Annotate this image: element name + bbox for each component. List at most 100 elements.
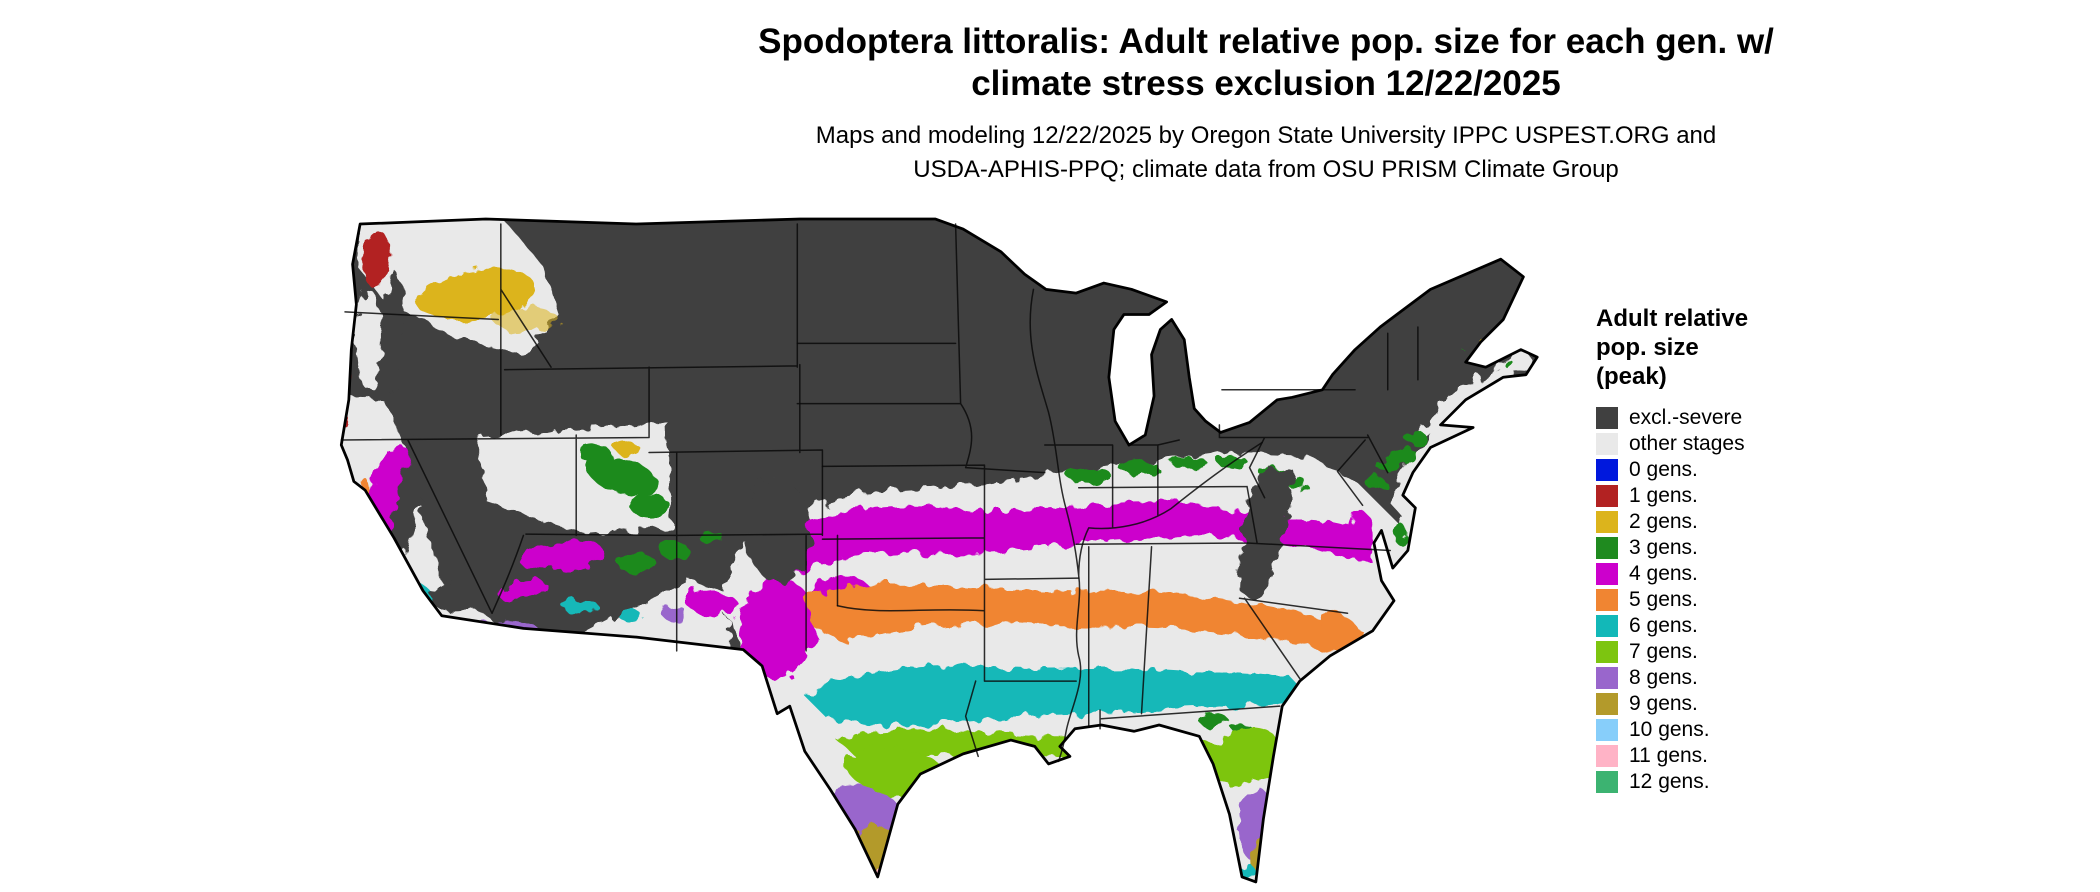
legend-item: 12 gens. bbox=[1596, 769, 1856, 794]
zone-6gens bbox=[802, 664, 1310, 725]
legend-item-label: excl.-severe bbox=[1629, 405, 1743, 429]
excluded-sierra bbox=[387, 433, 428, 568]
legend-item: other stages bbox=[1596, 431, 1856, 456]
legend-swatch bbox=[1596, 666, 1618, 689]
state-borders bbox=[340, 223, 1419, 763]
legend-item-label: 4 gens. bbox=[1629, 561, 1698, 585]
zone-3gens bbox=[1118, 460, 1160, 476]
us-generations-map bbox=[335, 214, 1541, 892]
zone-3gens bbox=[628, 493, 670, 517]
legend-swatch bbox=[1596, 458, 1618, 481]
legend-item-label: 3 gens. bbox=[1629, 535, 1698, 559]
legend-item-label: 11 gens. bbox=[1629, 743, 1709, 767]
excluded-west-texas bbox=[744, 477, 810, 584]
legend-item: 4 gens. bbox=[1596, 561, 1856, 586]
legend-swatch bbox=[1596, 744, 1618, 767]
zone-7gens bbox=[1207, 727, 1282, 786]
zone-3gens bbox=[1378, 447, 1415, 473]
zone-3gens bbox=[1171, 456, 1207, 469]
zone-2gens bbox=[1269, 794, 1280, 815]
zone-3gens bbox=[1504, 360, 1515, 369]
population-zones bbox=[341, 219, 1535, 891]
legend-item-label: 0 gens. bbox=[1629, 457, 1698, 481]
zone-3gens bbox=[1365, 476, 1386, 489]
us-map-svg bbox=[339, 217, 1539, 891]
legend-item: 10 gens. bbox=[1596, 717, 1856, 742]
legend-item-label: 10 gens. bbox=[1629, 717, 1710, 741]
legend-swatch bbox=[1596, 692, 1618, 715]
legend-item: 1 gens. bbox=[1596, 483, 1856, 508]
zone-3gens bbox=[659, 542, 690, 559]
legend-item-label: other stages bbox=[1629, 431, 1745, 455]
zone-9gens bbox=[430, 623, 446, 634]
zone-3gens bbox=[1392, 524, 1408, 545]
zone-3gens bbox=[1199, 714, 1230, 728]
legend-item: 7 gens. bbox=[1596, 639, 1856, 664]
legend: Adult relative pop. size (peak) excl.-se… bbox=[1596, 304, 1856, 795]
legend-swatch bbox=[1596, 432, 1618, 455]
zone-3gens bbox=[1066, 467, 1112, 483]
zone-2gens bbox=[1265, 834, 1274, 850]
legend-swatch bbox=[1596, 718, 1618, 741]
legend-swatch bbox=[1596, 562, 1618, 585]
zone-3gens bbox=[577, 443, 611, 462]
legend-item-label: 12 gens. bbox=[1629, 769, 1710, 793]
excluded-cascades bbox=[381, 273, 404, 394]
map-subtitle-line-2: USDA-APHIS-PPQ; climate data from OSU PR… bbox=[913, 156, 1619, 183]
zone-6gens bbox=[618, 609, 642, 623]
legend-swatch bbox=[1596, 406, 1618, 429]
zone-8gens bbox=[661, 605, 687, 621]
zone-4gens bbox=[1350, 512, 1376, 564]
legend-item-label: 7 gens. bbox=[1629, 639, 1698, 663]
legend-title-line-1: Adult relative bbox=[1596, 305, 1749, 332]
zone-4gens bbox=[518, 541, 604, 570]
legend-item: 8 gens. bbox=[1596, 665, 1856, 690]
zone-2gens bbox=[415, 268, 536, 321]
excluded-mojave bbox=[430, 578, 491, 613]
zone-6gens bbox=[562, 598, 598, 614]
zone-3gens bbox=[699, 531, 725, 545]
legend-item: excl.-severe bbox=[1596, 405, 1856, 430]
us-outline bbox=[339, 217, 1539, 884]
legend-item: 3 gens. bbox=[1596, 535, 1856, 560]
legend-item-label: 5 gens. bbox=[1629, 587, 1698, 611]
map-title-line-2: climate stress exclusion 12/22/2025 bbox=[971, 64, 1561, 103]
excluded-appalachians bbox=[1239, 465, 1295, 601]
zone-5gens bbox=[1317, 611, 1363, 645]
zone-3gens bbox=[585, 454, 658, 496]
zone-1gen bbox=[362, 231, 391, 287]
legend-swatch bbox=[1596, 588, 1618, 611]
zone-3gens bbox=[616, 554, 657, 572]
legend-item: 5 gens. bbox=[1596, 587, 1856, 612]
legend-items: excl.-severe other stages 0 gens. 1 gens. 2 … bbox=[1596, 405, 1856, 794]
zone-10gens bbox=[1233, 883, 1246, 891]
legend-title-line-3: (peak) bbox=[1596, 363, 1667, 390]
legend-item-label: 6 gens. bbox=[1629, 613, 1698, 637]
legend-item: 6 gens. bbox=[1596, 613, 1856, 638]
legend-swatch bbox=[1596, 484, 1618, 507]
zone-4gens bbox=[684, 590, 740, 617]
legend-item: 2 gens. bbox=[1596, 509, 1856, 534]
zone-2gens bbox=[493, 306, 559, 333]
legend-swatch bbox=[1596, 614, 1618, 637]
legend-item: 9 gens. bbox=[1596, 691, 1856, 716]
legend-swatch bbox=[1596, 510, 1618, 533]
legend-swatch bbox=[1596, 536, 1618, 559]
zone-4gens bbox=[739, 578, 816, 679]
legend-swatch bbox=[1596, 640, 1618, 663]
active-willamette bbox=[356, 289, 382, 390]
zone-3gens bbox=[1404, 431, 1427, 444]
legend-item-label: 9 gens. bbox=[1629, 691, 1698, 715]
zone-5gens bbox=[802, 584, 1366, 656]
zone-4gens bbox=[498, 579, 549, 602]
legend-item-label: 2 gens. bbox=[1629, 509, 1698, 533]
legend-item: 0 gens. bbox=[1596, 457, 1856, 482]
zone-2gens bbox=[613, 441, 640, 454]
legend-item-label: 1 gens. bbox=[1629, 483, 1698, 507]
legend-title-line-2: pop. size bbox=[1596, 334, 1699, 361]
legend-item: 11 gens. bbox=[1596, 743, 1856, 768]
zone-4gens bbox=[764, 502, 1373, 591]
map-subtitle-line-1: Maps and modeling 12/22/2025 by Oregon S… bbox=[815, 122, 1717, 149]
legend-swatch bbox=[1596, 770, 1618, 793]
legend-item-label: 8 gens. bbox=[1629, 665, 1698, 689]
